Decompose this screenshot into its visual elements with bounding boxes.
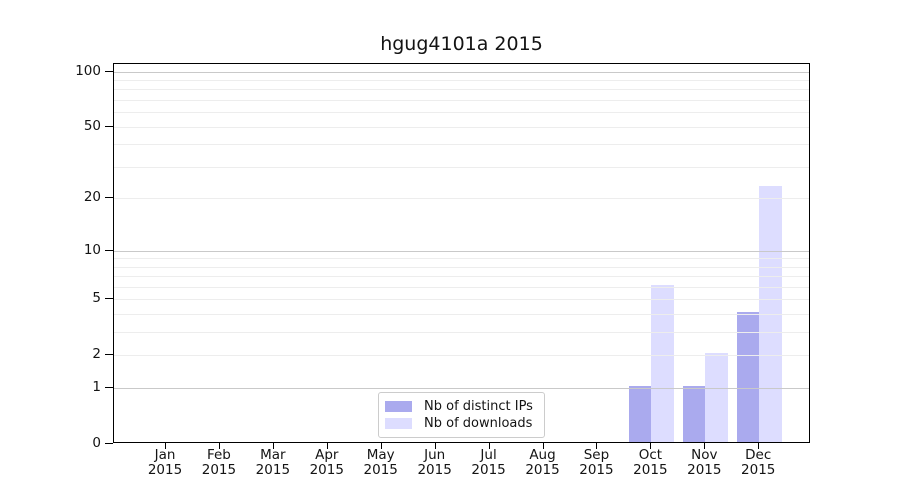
plot-area [113, 63, 810, 443]
x-tick-month: Sep [583, 447, 610, 463]
x-tick-year: 2015 [255, 462, 291, 478]
y-tick-label: 0 [92, 435, 101, 451]
x-tick-year: 2015 [417, 462, 452, 478]
x-tick-mark [704, 443, 706, 449]
y-tick-mark [105, 249, 113, 251]
x-tick-month: Jan [154, 447, 176, 463]
x-tick-year: 2015 [687, 462, 722, 478]
x-tick-month: Apr [315, 447, 339, 463]
x-tick-mark [758, 443, 760, 449]
x-tick-label: Jun 2015 [407, 448, 463, 478]
x-tick-label: Dec 2015 [730, 448, 786, 478]
x-tick-mark [218, 443, 220, 449]
x-tick-month: Oct [638, 447, 663, 463]
legend-item-0: Nb of distinct IPs [385, 399, 544, 414]
x-tick-year: 2015 [201, 462, 237, 478]
bar-downloads-oct [651, 285, 674, 442]
x-tick-mark [434, 443, 436, 449]
legend-label-1: Nb of downloads [424, 416, 533, 431]
legend-swatch-1 [385, 418, 412, 429]
bar-distinct-ips-nov [683, 386, 706, 442]
legend-swatch-0 [385, 401, 412, 412]
y-tick-mark [105, 443, 113, 444]
y-tick-mark [105, 354, 113, 356]
x-tick-mark [650, 443, 652, 449]
x-tick-month: Aug [529, 447, 556, 463]
y-tick-mark [105, 197, 113, 199]
x-tick-mark [596, 443, 598, 449]
x-tick-label: Nov 2015 [676, 448, 732, 478]
x-tick-year: 2015 [363, 462, 398, 478]
x-tick-year: 2015 [741, 462, 776, 478]
x-tick-mark [165, 443, 166, 449]
x-tick-month: Mar [260, 447, 286, 463]
bar-downloads-nov [705, 353, 728, 442]
x-tick-label: Apr 2015 [299, 448, 355, 478]
y-tick-label: 1 [92, 379, 101, 396]
x-tick-month: Feb [206, 447, 231, 463]
y-grid-major [114, 71, 809, 73]
chart-title: hgug4101a 2015 [380, 33, 543, 55]
y-tick-label: 50 [83, 117, 101, 134]
x-tick-mark [488, 443, 490, 449]
x-tick-label: Jan 2015 [137, 448, 193, 478]
y-grid-minor [114, 112, 809, 114]
y-grid-major [114, 250, 809, 252]
x-tick-mark [326, 443, 328, 449]
x-tick-label: Sep 2015 [568, 448, 624, 478]
x-tick-year: 2015 [471, 462, 506, 478]
x-tick-label: May 2015 [353, 448, 409, 478]
y-grid-minor [114, 144, 809, 146]
x-tick-year: 2015 [579, 462, 614, 478]
y-tick-label: 20 [83, 189, 101, 206]
x-tick-label: Mar 2015 [245, 448, 301, 478]
x-tick-label: Oct 2015 [622, 448, 678, 478]
x-tick-mark [272, 443, 274, 449]
x-tick-month: May [366, 447, 395, 463]
y-tick-mark [105, 70, 113, 72]
x-tick-month: Dec [745, 447, 772, 463]
y-grid-minor [114, 314, 809, 316]
y-grid-minor [114, 286, 809, 288]
y-grid-minor [114, 266, 809, 268]
bar-distinct-ips-oct [629, 386, 652, 442]
x-tick-month: Jun [424, 447, 446, 463]
y-tick-label: 2 [92, 346, 101, 363]
legend: Nb of distinct IPs Nb of downloads [378, 392, 545, 438]
x-tick-mark [380, 443, 382, 449]
y-grid-minor [114, 299, 809, 301]
x-tick-label: Feb 2015 [191, 448, 247, 478]
y-tick-label: 100 [75, 62, 101, 79]
y-tick-mark [105, 125, 113, 127]
y-tick-mark [105, 387, 113, 389]
x-tick-label: Jul 2015 [461, 448, 517, 478]
y-grid-minor [114, 100, 809, 102]
y-grid-minor [114, 166, 809, 168]
y-grid-minor [114, 89, 809, 91]
y-grid-minor [114, 332, 809, 334]
legend-item-1: Nb of downloads [385, 416, 544, 431]
x-tick-month: Jul [480, 447, 497, 463]
y-tick-mark [105, 298, 113, 300]
y-grid-minor [114, 276, 809, 278]
y-tick-label: 5 [92, 290, 101, 307]
legend-label-0: Nb of distinct IPs [424, 399, 533, 414]
y-grid-minor [114, 355, 809, 357]
y-grid-minor [114, 80, 809, 82]
y-grid-major [114, 388, 809, 390]
x-tick-year: 2015 [309, 462, 344, 478]
y-tick-label: 10 [83, 241, 101, 258]
x-tick-year: 2015 [147, 462, 183, 478]
bar-downloads-dec [759, 185, 782, 442]
x-tick-year: 2015 [525, 462, 560, 478]
y-grid-minor [114, 126, 809, 128]
y-grid-minor [114, 198, 809, 200]
x-tick-month: Nov [691, 447, 718, 463]
x-tick-mark [542, 443, 544, 449]
x-tick-year: 2015 [633, 462, 668, 478]
y-grid-minor [114, 258, 809, 260]
bar-distinct-ips-dec [736, 312, 760, 442]
x-tick-label: Aug 2015 [515, 448, 571, 478]
